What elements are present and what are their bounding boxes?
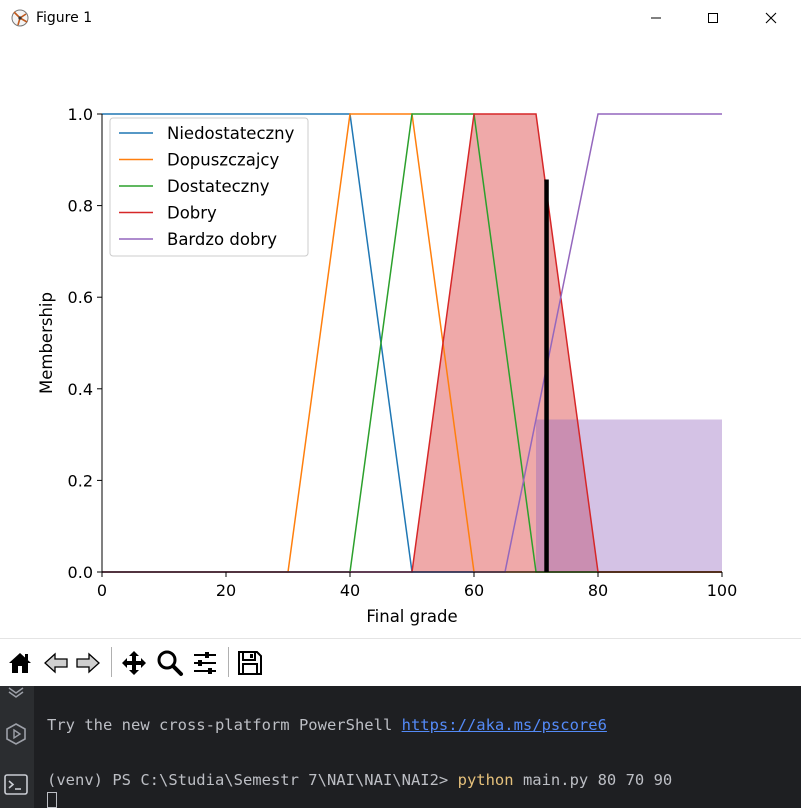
configure-subplots-icon [194,652,216,674]
matplotlib-icon [10,8,30,28]
save-icon [238,651,262,675]
toolbar-separator [111,647,112,677]
navigation-toolbar [0,638,801,687]
terminal-message: Try the new cross-platform PowerShell [47,716,402,734]
close-button[interactable] [748,0,794,36]
legend-label: Dobry [167,204,217,223]
y-tick-label: 0.4 [68,380,93,399]
legend-label: Bardzo dobry [167,230,277,249]
pan-icon [122,651,146,675]
terminal-icon[interactable] [4,774,28,795]
terminal-args: main.py 80 70 90 [513,771,673,789]
x-tick-label: 40 [340,581,360,600]
save-button[interactable] [234,647,266,679]
y-tick-label: 0.0 [68,563,93,582]
pan-button[interactable] [118,647,150,679]
x-tick-label: 20 [216,581,236,600]
filled-region-1 [536,419,722,572]
forward-icon [76,652,100,674]
forward-button[interactable] [72,647,104,679]
terminal-prompt: (venv) PS C:\Studia\Semestr 7\NAI\NAI\NA… [47,771,458,789]
maximize-icon [708,13,718,23]
configure-subplots-button[interactable] [189,647,221,679]
y-tick-label: 0.8 [68,197,93,216]
legend-label: Dostateczny [167,177,270,196]
x-axis-label: Final grade [366,607,457,626]
minimize-icon [651,17,661,19]
pscore-link[interactable]: https://aka.ms/pscore6 [401,716,607,734]
x-tick-label: 60 [464,581,484,600]
back-button[interactable] [40,647,72,679]
legend-box [109,117,309,257]
y-axis-label: Membership [37,292,56,394]
zoom-icon [157,650,183,676]
collapse-icon[interactable] [8,687,24,698]
terminal-gutter [0,686,34,808]
zoom-button[interactable] [154,647,186,679]
minimize-button[interactable] [633,0,679,36]
home-icon [9,653,31,673]
y-tick-label: 0.2 [68,471,93,490]
back-icon [44,652,68,674]
window-title: Figure 1 [36,10,93,26]
terminal-prompt-line: (venv) PS C:\Studia\Semestr 7\NAI\NAI\NA… [47,771,672,789]
terminal-panel[interactable]: Try the new cross-platform PowerShell ht… [0,686,801,808]
x-tick-label: 80 [588,581,608,600]
terminal-command: python [457,771,514,789]
y-tick-label: 1.0 [68,105,93,124]
run-icon[interactable] [6,723,26,745]
toolbar-separator [228,647,229,677]
window-titlebar: Figure 1 [0,0,801,36]
terminal-cursor [47,792,57,808]
x-tick-label: 100 [707,581,738,600]
legend-label: Dopuszczajcy [167,151,279,170]
figure-canvas[interactable]: 0 20 40 60 80 100 0.0 0.2 0.4 0.6 0.8 1.0 Final grad… [0,36,801,636]
legend-label: Niedostateczny [167,124,295,143]
y-tick-label: 0.6 [68,288,93,307]
membership-chart: 0 20 40 60 80 100 0.0 0.2 0.4 0.6 0.8 1.0 Final grad… [37,105,738,626]
home-button[interactable] [4,647,36,679]
x-tick-label: 0 [97,581,107,600]
close-icon [765,12,777,24]
maximize-button[interactable] [690,0,736,36]
terminal-line: Try the new cross-platform PowerShell ht… [47,716,607,734]
